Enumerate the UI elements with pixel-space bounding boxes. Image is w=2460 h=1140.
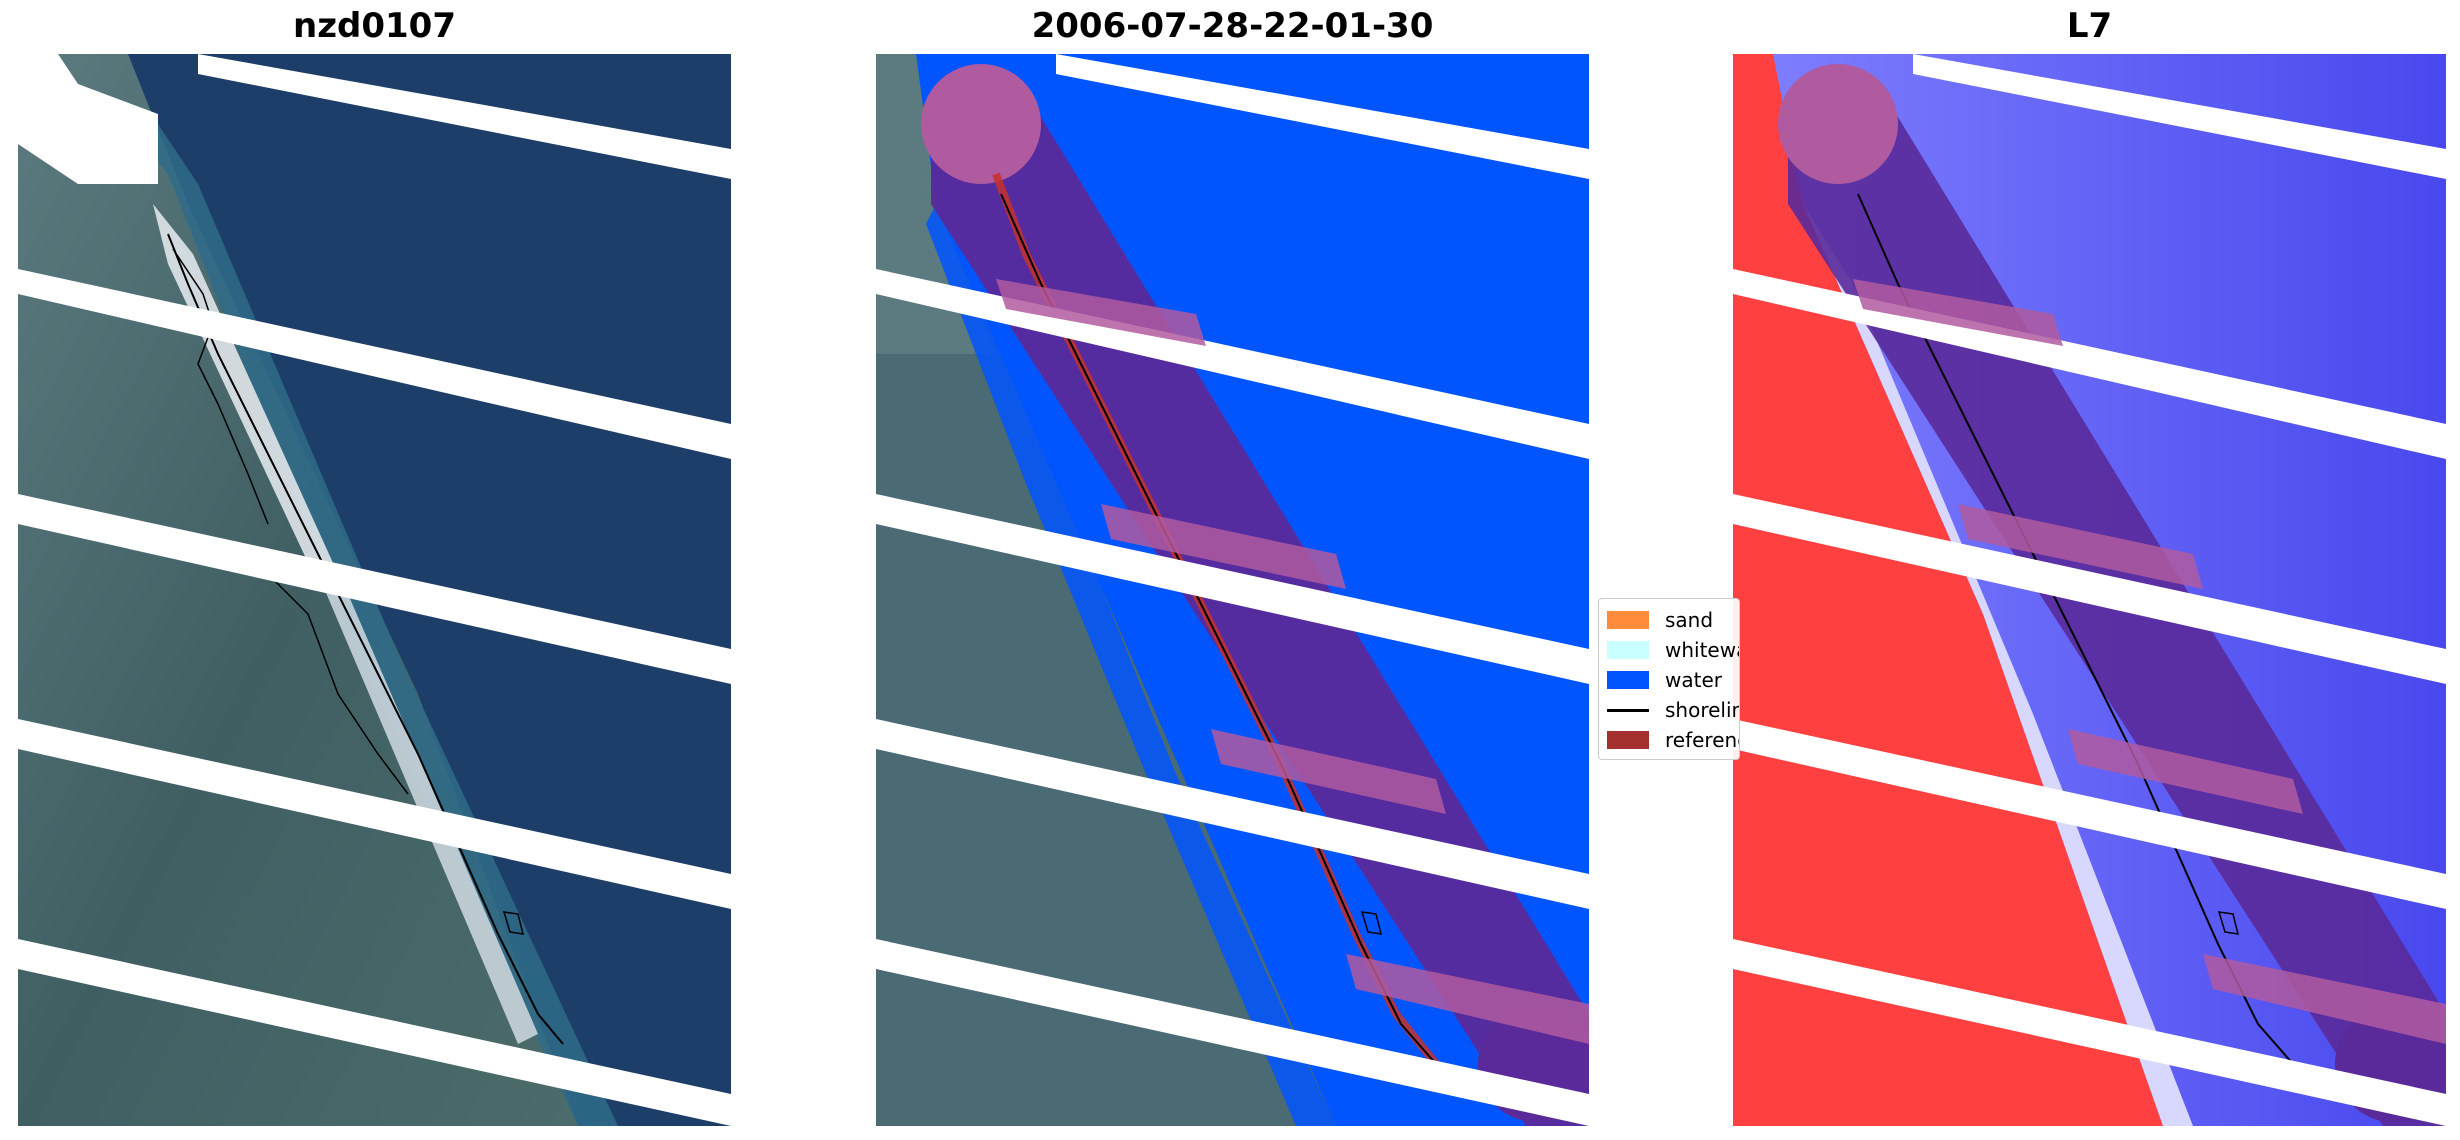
- shoreline: [167, 233, 564, 1045]
- shoreline: [1857, 193, 2294, 1065]
- legend-swatch-sand: [1607, 611, 1649, 629]
- panel-title-index: L7: [2066, 6, 2113, 46]
- land-area: [876, 54, 1336, 1126]
- legend-swatch-water: [1607, 671, 1649, 689]
- scanline-gaps: [18, 54, 731, 1126]
- legend-label-water: water: [1665, 668, 1722, 692]
- legend-label-whitewater: whitewater: [1665, 638, 1739, 662]
- panel-title-classification: 2006-07-28-22-01-30: [1031, 6, 1434, 46]
- land-index-area: [1733, 54, 2163, 1126]
- nodata-patch: [18, 54, 158, 184]
- legend-item-whitewater: whitewater: [1607, 637, 1739, 663]
- beach-strip: [153, 204, 338, 584]
- legend-item-shoreline: shoreline: [1607, 697, 1739, 723]
- index-image: [1733, 54, 2446, 1126]
- legend: sand whitewater water shoreline referenc…: [1598, 598, 1740, 760]
- legend-item-sand: sand: [1607, 607, 1713, 633]
- rgb-image-panel: [18, 54, 731, 1126]
- index-panel: [1733, 54, 2446, 1126]
- scanline-gaps: [876, 54, 1589, 1126]
- legend-item-buffer: reference shoreline buffer: [1607, 727, 1739, 753]
- legend-item-water: water: [1607, 667, 1722, 693]
- classification-panel: [876, 54, 1589, 1126]
- legend-swatch-whitewater: [1607, 641, 1649, 659]
- legend-label-sand: sand: [1665, 608, 1714, 632]
- legend-swatch-buffer: [1607, 731, 1649, 749]
- shoreline: [1000, 193, 1437, 1065]
- panel-title-rgb: nzd0107: [293, 6, 456, 46]
- rgb-image: [18, 54, 731, 1126]
- legend-line-shoreline: [1607, 708, 1649, 712]
- legend-label-shoreline: shoreline: [1665, 698, 1739, 722]
- legend-label-buffer: reference shoreline buffer: [1665, 728, 1739, 752]
- classification-image: [876, 54, 1589, 1126]
